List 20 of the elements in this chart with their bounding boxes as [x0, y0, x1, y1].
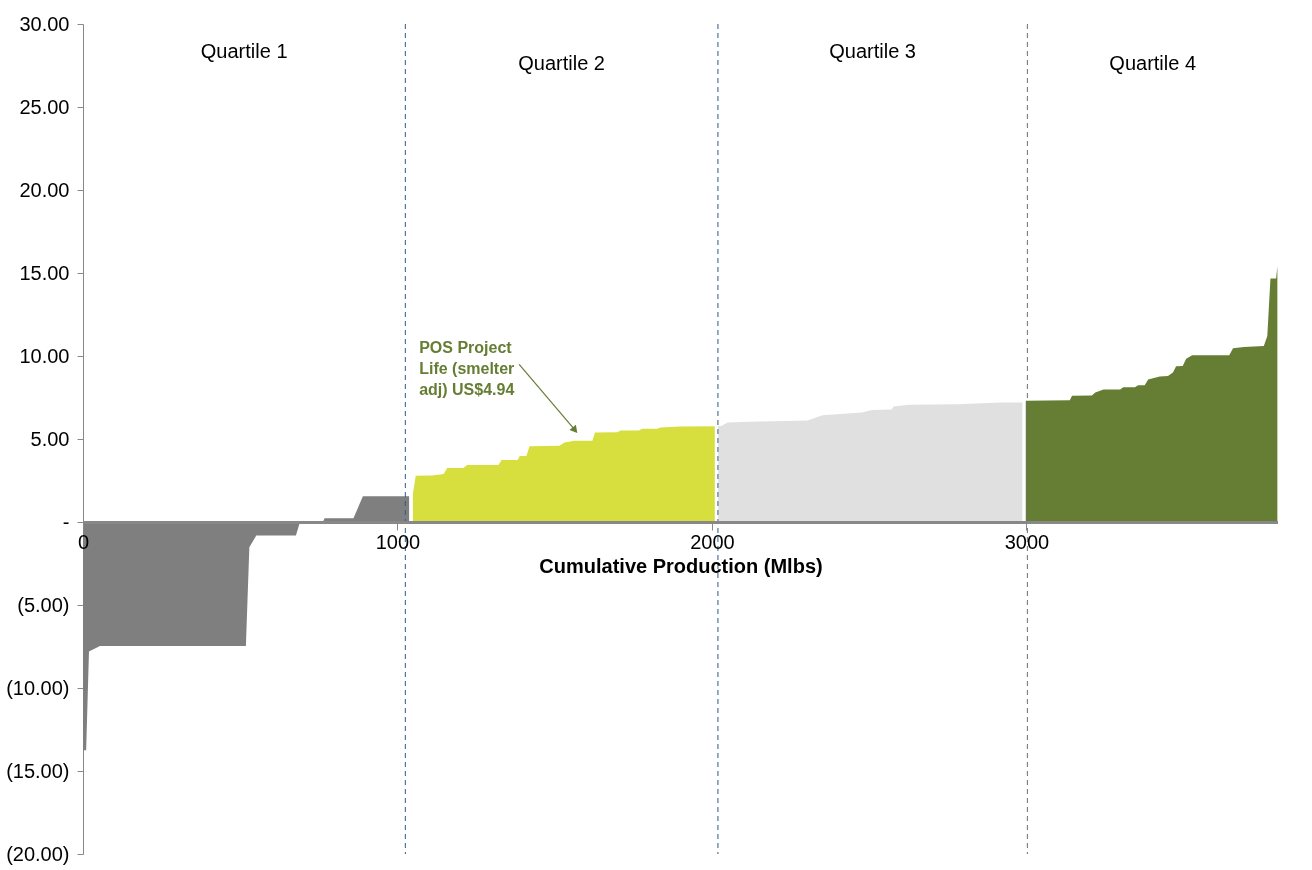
x-tick-label: 1000 — [375, 530, 421, 553]
annotation: Quartile 1 — [200, 40, 288, 62]
y-tick-label: 20.00 — [19, 178, 70, 201]
y-tick-label: 5.00 — [30, 427, 70, 450]
x-tick-label: 2000 — [690, 530, 735, 553]
annotation: Quartile 3 — [829, 40, 916, 62]
x-tick-label: 3000 — [1004, 530, 1050, 553]
annotation: POS Project Life (smelter adj) US$4.94 — [419, 339, 515, 399]
y-tick-label: (15.00) — [6, 759, 70, 782]
y-tick-label: (20.00) — [6, 842, 70, 865]
y-tick-label: (5.00) — [17, 593, 70, 616]
y-tick-label: - — [62, 510, 70, 533]
y-tick-label: 15.00 — [19, 261, 70, 284]
y-tick-label: 25.00 — [19, 95, 70, 118]
x-axis-title: Cumulative Production (Mlbs) — [539, 554, 823, 577]
y-tick-label: 30.00 — [19, 12, 70, 35]
annotation: Quartile 2 — [518, 52, 605, 74]
y-tick-label: (10.00) — [6, 676, 70, 699]
annotation: Quartile 4 — [1109, 52, 1197, 74]
y-tick-label: 10.00 — [19, 344, 70, 367]
